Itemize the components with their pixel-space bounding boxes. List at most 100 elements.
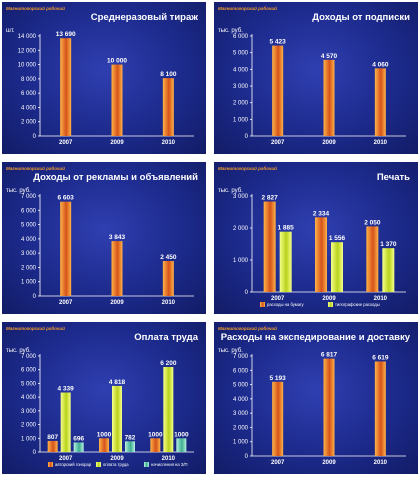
bar-orange-2007 bbox=[272, 45, 284, 136]
chart-panel-circulation: Магнитогорский рабочий Среднеразовый тира… bbox=[2, 2, 206, 154]
y-tick-label: 3 000 bbox=[233, 194, 249, 200]
data-label: 1 556 bbox=[329, 235, 346, 242]
chart-title: Доходы от рекламы и объявлений bbox=[33, 172, 198, 183]
x-tick-label: 2007 bbox=[59, 140, 73, 146]
bar-orange-2010 bbox=[162, 261, 174, 296]
data-label: 6 817 bbox=[321, 352, 338, 359]
y-tick-label: 0 bbox=[33, 450, 37, 456]
x-tick-label: 2007 bbox=[59, 300, 73, 306]
data-label: 8 100 bbox=[160, 71, 177, 78]
data-label: 807 bbox=[47, 434, 58, 441]
chart-panel-advertising: Магнитогорский рабочий Доходы от рекламы … bbox=[2, 162, 206, 314]
legend-label: типографские расходы bbox=[335, 302, 380, 307]
y-tick-label: 3 000 bbox=[21, 409, 37, 415]
data-label: 1 885 bbox=[278, 225, 295, 232]
chart-title: Оплата труда bbox=[134, 332, 198, 343]
y-tick-label: 1 000 bbox=[233, 258, 249, 264]
bar-yellow-2010 bbox=[163, 366, 174, 452]
x-tick-label: 2009 bbox=[110, 456, 124, 462]
chart-svg: Магнитогорский рабочий Доходы от подписки… bbox=[218, 5, 410, 146]
brand-label: Магнитогорский рабочий bbox=[6, 165, 65, 171]
bar-orange-2010 bbox=[366, 226, 379, 292]
data-label: 2 827 bbox=[262, 195, 279, 202]
data-label: 6 200 bbox=[160, 360, 177, 367]
legend-swatch bbox=[260, 302, 265, 307]
chart-panel-labor: Магнитогорский рабочий Оплата труда тыс. р… bbox=[2, 322, 206, 474]
y-tick-label: 3 000 bbox=[233, 411, 249, 417]
y-tick-label: 7 000 bbox=[21, 194, 37, 200]
bar-orange-2009 bbox=[315, 217, 327, 292]
data-label: 3 843 bbox=[109, 234, 126, 241]
bar-orange-2010 bbox=[374, 361, 386, 456]
y-tick-label: 1 000 bbox=[21, 436, 37, 442]
y-tick-label: 2 000 bbox=[233, 226, 249, 232]
legend-label: начисления на З/П bbox=[151, 462, 188, 467]
x-tick-label: 2009 bbox=[322, 296, 336, 302]
bar-yellow-2007 bbox=[60, 392, 71, 452]
data-label: 5 193 bbox=[270, 375, 287, 382]
brand-label: Магнитогорский рабочий bbox=[6, 325, 65, 331]
y-tick-label: 14 000 bbox=[18, 34, 37, 40]
bar-orange-2010 bbox=[374, 68, 386, 136]
y-axis-unit: тыс. руб. bbox=[218, 188, 243, 194]
y-tick-label: 1 000 bbox=[233, 117, 249, 123]
chart-title: Доходы от подписки bbox=[312, 12, 410, 23]
data-label: 1000 bbox=[174, 431, 189, 438]
y-tick-label: 7 000 bbox=[21, 354, 37, 360]
bar-teal-2010 bbox=[176, 438, 187, 452]
x-tick-label: 2007 bbox=[271, 140, 285, 146]
x-tick-label: 2010 bbox=[374, 460, 388, 466]
y-tick-label: 6 000 bbox=[21, 91, 37, 97]
bar-orange-2007 bbox=[47, 440, 58, 452]
x-tick-label: 2007 bbox=[59, 456, 73, 462]
y-tick-label: 3 000 bbox=[233, 84, 249, 90]
x-tick-label: 2010 bbox=[162, 456, 176, 462]
bar-yellow-2010 bbox=[382, 248, 395, 292]
legend-swatch bbox=[328, 302, 333, 307]
y-tick-label: 0 bbox=[245, 290, 249, 296]
bar-orange-2009 bbox=[323, 358, 335, 456]
y-tick-label: 0 bbox=[33, 294, 37, 300]
legend-swatch bbox=[48, 462, 53, 467]
y-tick-label: 2 000 bbox=[233, 101, 249, 107]
x-tick-label: 2009 bbox=[322, 460, 336, 466]
bar-orange-2007 bbox=[263, 201, 276, 292]
y-tick-label: 2 000 bbox=[21, 120, 37, 126]
y-tick-label: 5 000 bbox=[21, 381, 37, 387]
chart-panel-delivery: Магнитогорский рабочий Расходы на экспеди… bbox=[214, 322, 418, 474]
x-tick-label: 2010 bbox=[162, 300, 176, 306]
x-tick-label: 2007 bbox=[271, 296, 285, 302]
bar-yellow-2007 bbox=[279, 231, 292, 292]
y-tick-label: 6 000 bbox=[21, 368, 37, 374]
x-tick-label: 2010 bbox=[374, 140, 388, 146]
y-axis-unit: тыс. руб. bbox=[218, 28, 243, 34]
chart-title: Расходы на экспедирование и доставку bbox=[221, 332, 411, 343]
data-label: 5 423 bbox=[270, 39, 287, 46]
y-tick-label: 4 000 bbox=[233, 67, 249, 73]
bar-orange-2009 bbox=[111, 64, 123, 136]
chart-panel-printing: Магнитогорский рабочий Печать тыс. руб. 0 1 … bbox=[214, 162, 418, 314]
x-tick-label: 2009 bbox=[110, 140, 124, 146]
brand-label: Магнитогорский рабочий bbox=[218, 5, 277, 11]
y-tick-label: 4 000 bbox=[21, 237, 37, 243]
y-tick-label: 8 000 bbox=[21, 77, 37, 83]
data-label: 782 bbox=[125, 434, 136, 441]
legend-label: расходы на бумагу bbox=[267, 302, 305, 307]
bar-orange-2009 bbox=[99, 438, 109, 452]
legend-label: оплата труда bbox=[103, 462, 129, 467]
bar-teal-2007 bbox=[73, 442, 84, 452]
x-tick-label: 2010 bbox=[374, 296, 388, 302]
y-tick-label: 2 000 bbox=[21, 265, 37, 271]
chart-svg: Магнитогорский рабочий Оплата труда тыс. р… bbox=[6, 325, 199, 467]
bar-orange-2007 bbox=[272, 381, 284, 456]
y-tick-label: 0 bbox=[33, 134, 37, 140]
data-label: 6 603 bbox=[58, 195, 75, 202]
data-label: 4 339 bbox=[58, 385, 75, 392]
y-tick-label: 2 000 bbox=[233, 425, 249, 431]
bar-teal-2009 bbox=[125, 441, 135, 452]
data-label: 2 334 bbox=[313, 210, 330, 217]
bar-orange-2007 bbox=[60, 201, 72, 296]
brand-label: Магнитогорский рабочий bbox=[218, 325, 277, 331]
